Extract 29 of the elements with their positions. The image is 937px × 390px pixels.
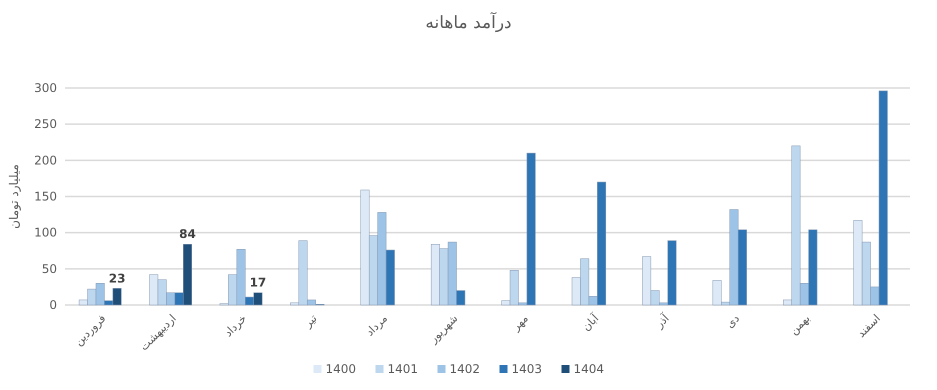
x-tick-label: آذر <box>652 310 672 332</box>
x-tick-label: خرداد <box>222 312 250 340</box>
x-tick-label: فروردین <box>72 312 108 348</box>
data-label: 23 <box>108 271 126 286</box>
x-tick-label: بهمن <box>787 312 812 338</box>
y-axis-title: میلیارد تومان <box>7 164 21 229</box>
y-tick-label: 300 <box>34 81 57 95</box>
y-tick-label: 150 <box>34 190 57 204</box>
x-tick-label: اردیبهشت <box>137 312 179 354</box>
x-tick-label: اسفند <box>854 312 883 340</box>
x-tick-label: مرداد <box>363 312 390 339</box>
y-tick-label: 50 <box>42 262 57 276</box>
y-tick-label: 250 <box>34 117 57 132</box>
data-label: 84 <box>179 227 196 242</box>
legend-label: 1404 <box>574 362 604 376</box>
x-tick-label: دی <box>723 312 742 331</box>
legend-label: 1403 <box>512 362 542 376</box>
chart-title: درآمد ماهانه <box>425 12 512 33</box>
x-tick-label: شهریور <box>426 312 460 346</box>
x-tick-label: آبان <box>578 310 602 334</box>
y-tick-label: 100 <box>34 226 57 240</box>
x-tick-label: تیر <box>300 312 320 331</box>
data-label: 17 <box>250 276 266 290</box>
legend-label: 1401 <box>388 362 418 376</box>
x-tick-label: مهر <box>508 312 531 334</box>
legend-label: 1402 <box>450 362 480 376</box>
legend-label: 1400 <box>326 362 356 376</box>
y-tick-label: 0 <box>49 298 57 312</box>
y-tick-label: 200 <box>34 153 57 168</box>
